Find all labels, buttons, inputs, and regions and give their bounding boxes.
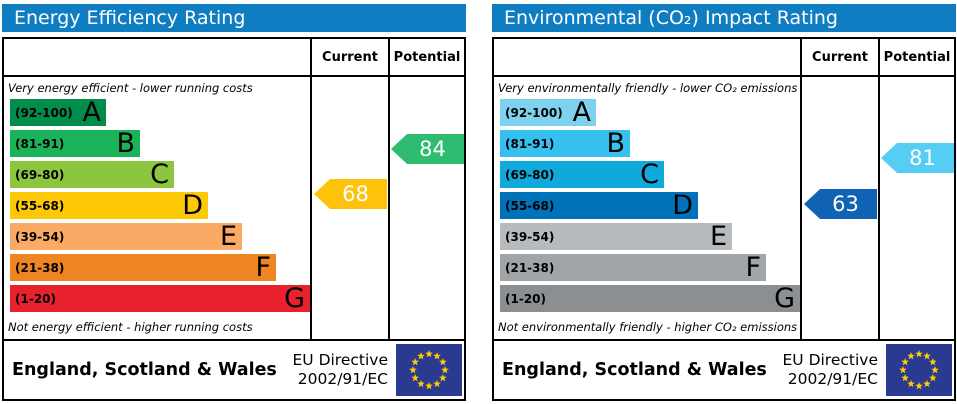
band-letter: C xyxy=(150,158,169,190)
environmental-current-column-header: Current xyxy=(800,39,878,77)
energy-current-column: 68 xyxy=(310,77,388,339)
eu-flag-icon xyxy=(396,344,462,396)
energy-top-note: Very energy efficient - lower running co… xyxy=(8,81,253,95)
environmental-band-area: Very environmentally friendly - lower CO… xyxy=(494,77,800,339)
environmental-current-rating-value: 63 xyxy=(832,192,859,216)
band-letter: G xyxy=(774,282,795,314)
energy-current-rating-value: 68 xyxy=(342,182,369,206)
energy-bands: (92-100) A (81-91) B (69-80) C (55-68) D xyxy=(10,99,310,316)
energy-panel-title: Energy Efficiency Rating xyxy=(2,4,466,32)
band-range: (39-54) xyxy=(505,229,555,244)
band-letter: B xyxy=(116,127,135,159)
band-letter: D xyxy=(672,189,693,221)
energy-rating-table: Current Potential Very energy efficient … xyxy=(2,37,466,401)
environmental-impact-panel: Environmental (CO₂) Impact Rating Curren… xyxy=(492,4,956,401)
band-range: (21-38) xyxy=(505,260,555,275)
band-letter: E xyxy=(219,220,237,252)
band-range: (21-38) xyxy=(15,260,65,275)
environmental-potential-rating-arrow: 81 xyxy=(881,143,954,173)
band-letter: B xyxy=(606,127,625,159)
energy-band-e: (39-54) E xyxy=(10,223,242,250)
band-range: (81-91) xyxy=(505,136,555,151)
band-letter: G xyxy=(284,282,305,314)
band-range: (92-100) xyxy=(15,105,73,120)
energy-band-g: (1-20) G xyxy=(10,285,310,312)
band-range: (69-80) xyxy=(505,167,555,182)
band-letter: F xyxy=(255,251,271,283)
energy-current-column-header: Current xyxy=(310,39,388,77)
band-range: (55-68) xyxy=(505,198,555,213)
band-range: (39-54) xyxy=(15,229,65,244)
energy-bottom-note: Not energy efficient - higher running co… xyxy=(8,320,253,334)
band-letter: A xyxy=(572,96,591,128)
band-letter: E xyxy=(709,220,727,252)
environmental-band-c: (69-80) C xyxy=(500,161,664,188)
environmental-potential-rating-value: 81 xyxy=(909,146,936,170)
environmental-band-g: (1-20) G xyxy=(500,285,800,312)
environmental-bands: (92-100) A (81-91) B (69-80) C (55-68) D xyxy=(500,99,800,316)
band-range: (1-20) xyxy=(505,291,546,306)
eu-directive-label: EU Directive 2002/91/EC xyxy=(782,351,879,388)
energy-band-f: (21-38) F xyxy=(10,254,276,281)
environmental-current-column: 63 xyxy=(800,77,878,339)
band-range: (69-80) xyxy=(15,167,65,182)
band-letter: D xyxy=(182,189,203,221)
energy-footer: England, Scotland & Wales EU Directive 2… xyxy=(4,339,464,399)
environmental-band-d: (55-68) D xyxy=(500,192,698,219)
energy-potential-rating-arrow: 84 xyxy=(391,134,464,164)
energy-header-spacer xyxy=(4,39,310,77)
energy-potential-rating-value: 84 xyxy=(419,137,446,161)
region-label: England, Scotland & Wales xyxy=(12,360,277,380)
energy-current-rating-arrow: 68 xyxy=(314,179,387,209)
environmental-footer: England, Scotland & Wales EU Directive 2… xyxy=(494,339,954,399)
environmental-header-spacer xyxy=(494,39,800,77)
band-letter: F xyxy=(745,251,761,283)
band-range: (81-91) xyxy=(15,136,65,151)
band-letter: A xyxy=(82,96,101,128)
band-range: (55-68) xyxy=(15,198,65,213)
energy-potential-column: 84 xyxy=(388,77,464,339)
energy-band-b: (81-91) B xyxy=(10,130,140,157)
environmental-top-note: Very environmentally friendly - lower CO… xyxy=(498,81,798,95)
band-range: (1-20) xyxy=(15,291,56,306)
environmental-band-b: (81-91) B xyxy=(500,130,630,157)
eu-directive-label: EU Directive 2002/91/EC xyxy=(292,351,389,388)
energy-potential-column-header: Potential xyxy=(388,39,464,77)
eu-flag-icon xyxy=(886,344,952,396)
energy-band-a: (92-100) A xyxy=(10,99,106,126)
environmental-band-a: (92-100) A xyxy=(500,99,596,126)
energy-band-area: Very energy efficient - lower running co… xyxy=(4,77,310,339)
energy-band-c: (69-80) C xyxy=(10,161,174,188)
environmental-rating-table: Current Potential Very environmentally f… xyxy=(492,37,956,401)
band-range: (92-100) xyxy=(505,105,563,120)
band-letter: C xyxy=(640,158,659,190)
region-label: England, Scotland & Wales xyxy=(502,360,767,380)
environmental-bottom-note: Not environmentally friendly - higher CO… xyxy=(498,320,798,334)
environmental-panel-title: Environmental (CO₂) Impact Rating xyxy=(492,4,956,32)
environmental-current-rating-arrow: 63 xyxy=(804,189,877,219)
environmental-potential-column-header: Potential xyxy=(878,39,954,77)
energy-efficiency-panel: Energy Efficiency Rating Current Potenti… xyxy=(2,4,466,401)
environmental-band-e: (39-54) E xyxy=(500,223,732,250)
environmental-band-f: (21-38) F xyxy=(500,254,766,281)
environmental-potential-column: 81 xyxy=(878,77,954,339)
energy-band-d: (55-68) D xyxy=(10,192,208,219)
